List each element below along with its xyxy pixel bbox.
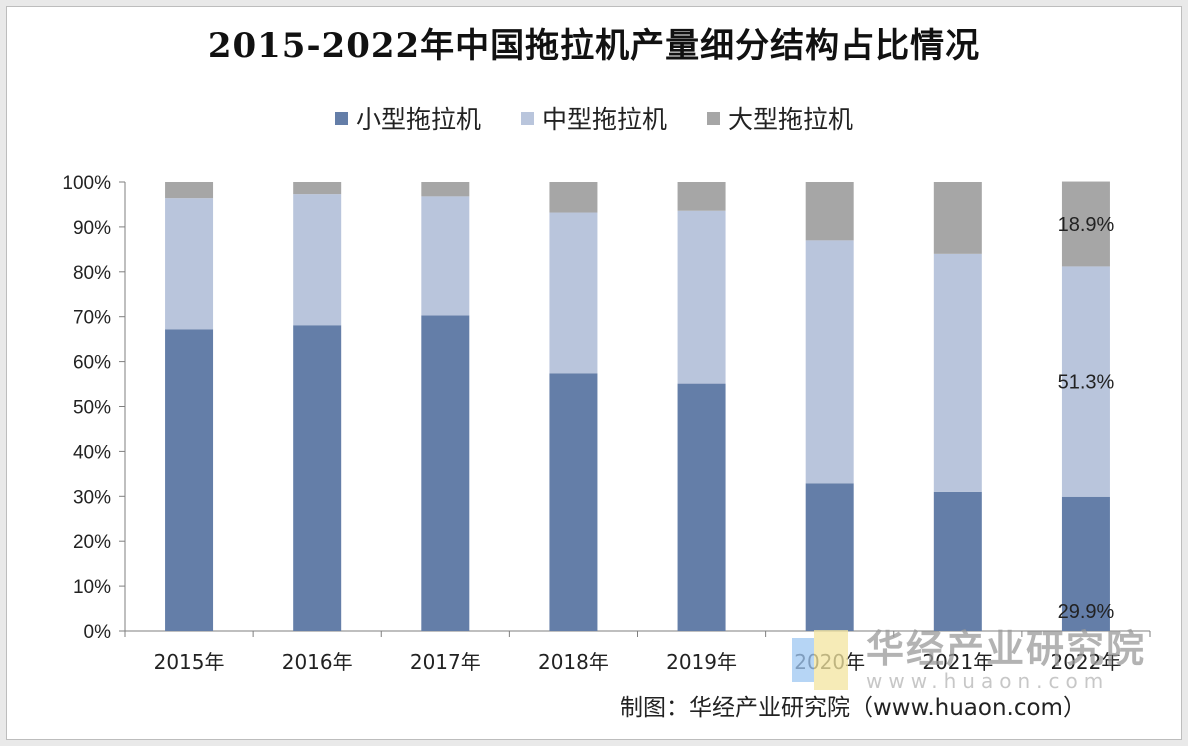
- bar-segment: [1061, 266, 1110, 497]
- bar-segment: [1061, 496, 1110, 631]
- x-tick-label: 2019年: [666, 650, 737, 674]
- bar-segment: [293, 194, 342, 326]
- y-tick-label: 90%: [73, 218, 111, 239]
- bar-segment: [293, 325, 342, 631]
- bar-segment: [165, 198, 214, 330]
- legend-item-small: 小型拖拉机: [334, 100, 481, 136]
- y-tick-label: 30%: [73, 487, 111, 508]
- data-label: 29.9%: [1058, 601, 1115, 623]
- bar-segment: [165, 329, 214, 631]
- bar-segment: [421, 182, 470, 197]
- bar-segment: [165, 182, 214, 199]
- legend: 小型拖拉机 中型拖拉机 大型拖拉机: [0, 100, 1188, 136]
- data-label: 18.9%: [1058, 214, 1115, 236]
- legend-item-large: 大型拖拉机: [707, 100, 853, 136]
- legend-swatch-small: [334, 111, 348, 125]
- watermark-name: 华经产业研究院: [866, 627, 1147, 671]
- bar-segment: [421, 315, 470, 631]
- bar-segment: [421, 196, 470, 316]
- x-tick-label: 2017年: [410, 650, 481, 674]
- bar-segment: [677, 182, 726, 211]
- x-tick-label: 2022年: [1050, 650, 1121, 674]
- y-tick-label: 10%: [73, 577, 111, 598]
- y-tick-label: 100%: [62, 173, 111, 194]
- bar-segment: [549, 212, 598, 374]
- source-note: 制图：华经产业研究院（www.huaon.com）: [620, 695, 1086, 721]
- y-tick-label: 70%: [73, 308, 111, 329]
- bar-segment: [293, 182, 342, 195]
- bar-segment: [805, 182, 854, 241]
- x-tick-label: 2018年: [538, 650, 609, 674]
- y-tick-label: 20%: [73, 532, 111, 553]
- x-tick-label: 2021年: [922, 650, 993, 674]
- y-tick-label: 40%: [73, 442, 111, 463]
- y-tick-label: 50%: [73, 398, 111, 419]
- legend-label-large: 大型拖拉机: [728, 105, 854, 134]
- watermark-url: www.huaon.com: [866, 669, 1110, 693]
- bar-segment: [933, 491, 982, 631]
- legend-label-medium: 中型拖拉机: [541, 105, 667, 134]
- bar-segment: [677, 210, 726, 384]
- y-tick-label: 0%: [84, 622, 112, 643]
- y-tick-label: 80%: [73, 263, 111, 284]
- bar-segment: [805, 483, 854, 631]
- x-tick-label: 2016年: [282, 650, 353, 674]
- y-tick-label: 60%: [73, 353, 111, 374]
- data-label: 51.3%: [1058, 372, 1115, 394]
- watermark-logo-icon: [792, 630, 854, 690]
- bar-segment: [933, 182, 982, 254]
- bar-segment: [549, 182, 598, 213]
- watermark: 华经产业研究院 www.huaon.com: [792, 628, 1146, 692]
- chart-title: 2015-2022年中国拖拉机产量细分结构占比情况: [207, 26, 981, 66]
- legend-item-medium: 中型拖拉机: [520, 100, 667, 136]
- bar-segment: [549, 373, 598, 631]
- bar-segment: [933, 253, 982, 492]
- bar-segment: [677, 383, 726, 631]
- legend-swatch-large: [707, 111, 720, 125]
- legend-label-small: 小型拖拉机: [355, 105, 481, 134]
- legend-swatch-medium: [520, 111, 534, 125]
- bar-segment: [805, 240, 854, 484]
- x-tick-label: 2015年: [154, 650, 225, 674]
- bar-segment: [1061, 181, 1110, 267]
